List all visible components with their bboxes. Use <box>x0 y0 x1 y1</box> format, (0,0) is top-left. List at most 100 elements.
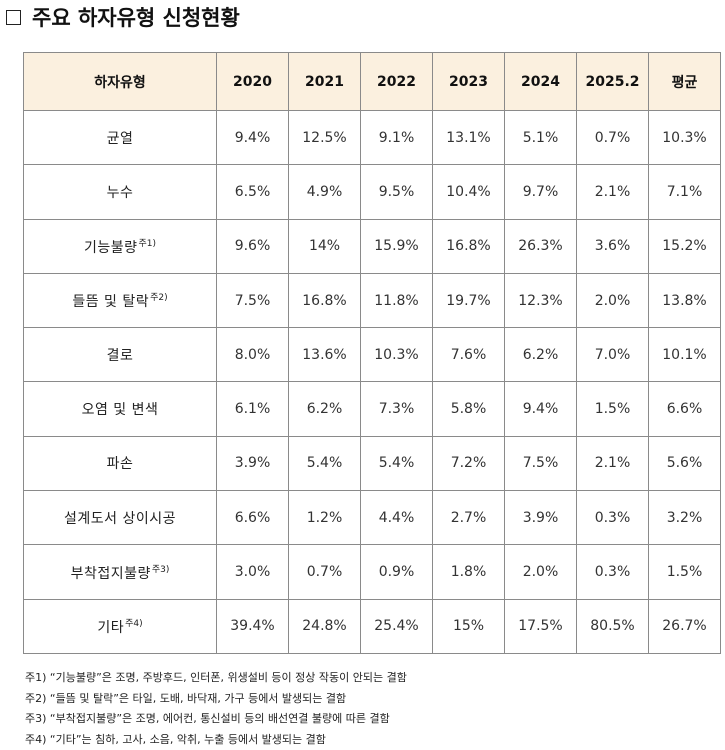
value-cell: 0.7% <box>289 545 361 599</box>
value-cell: 4.4% <box>361 491 433 545</box>
value-cell: 9.6% <box>217 219 289 273</box>
defect-type-cell: 균열 <box>24 111 217 165</box>
defect-type-label: 기능불량 <box>84 240 138 256</box>
value-cell: 15.2% <box>649 219 721 273</box>
value-cell: 1.8% <box>433 545 505 599</box>
value-cell: 12.5% <box>289 111 361 165</box>
header-cell: 2025.2 <box>577 53 649 111</box>
value-cell: 13.1% <box>433 111 505 165</box>
value-cell: 3.9% <box>217 436 289 490</box>
value-cell: 8.0% <box>217 328 289 382</box>
footnote-ref: 주3) <box>152 565 170 575</box>
value-cell: 5.4% <box>289 436 361 490</box>
value-cell: 9.1% <box>361 111 433 165</box>
header-cell: 2024 <box>505 53 577 111</box>
value-cell: 10.3% <box>361 328 433 382</box>
defect-type-cell: 오염 및 변색 <box>24 382 217 436</box>
defect-type-label: 기타 <box>97 620 124 636</box>
value-cell: 25.4% <box>361 599 433 653</box>
value-cell: 7.6% <box>433 328 505 382</box>
value-cell: 19.7% <box>433 273 505 327</box>
table-row: 부착접지불량주3)3.0%0.7%0.9%1.8%2.0%0.3%1.5% <box>24 545 721 599</box>
defect-type-cell: 결로 <box>24 328 217 382</box>
value-cell: 6.2% <box>289 382 361 436</box>
value-cell: 10.3% <box>649 111 721 165</box>
value-cell: 15% <box>433 599 505 653</box>
value-cell: 1.2% <box>289 491 361 545</box>
defect-type-cell: 기능불량주1) <box>24 219 217 273</box>
table-row: 기타주4) 39.4%24.8%25.4%15%17.5%80.5%26.7% <box>24 599 721 653</box>
footnote-ref: 주4) <box>125 619 143 629</box>
value-cell: 10.1% <box>649 328 721 382</box>
defect-type-cell: 부착접지불량주3) <box>24 545 217 599</box>
table-row: 들뜸 및 탈락주2)7.5%16.8%11.8%19.7%12.3%2.0%13… <box>24 273 721 327</box>
header-cell: 2021 <box>289 53 361 111</box>
table-row: 설계도서 상이시공 6.6%1.2%4.4%2.7%3.9%0.3%3.2% <box>24 491 721 545</box>
footnote-ref: 주2) <box>150 293 168 303</box>
checkbox-square-icon <box>6 10 21 25</box>
value-cell: 26.7% <box>649 599 721 653</box>
footnote: 주1) “기능불량”은 조명, 주방후드, 인터폰, 위생설비 등이 정상 작동… <box>25 668 407 689</box>
header-cell: 2023 <box>433 53 505 111</box>
defect-type-label: 결로 <box>107 348 134 364</box>
value-cell: 6.6% <box>649 382 721 436</box>
defect-type-cell: 설계도서 상이시공 <box>24 491 217 545</box>
value-cell: 0.9% <box>361 545 433 599</box>
title-text: 주요 하자유형 신청현황 <box>32 2 240 32</box>
value-cell: 3.9% <box>505 491 577 545</box>
defect-type-label: 오염 및 변색 <box>82 402 159 418</box>
page-title: 주요 하자유형 신청현황 <box>6 2 240 32</box>
header-cell: 2022 <box>361 53 433 111</box>
value-cell: 1.5% <box>577 382 649 436</box>
value-cell: 1.5% <box>649 545 721 599</box>
value-cell: 3.6% <box>577 219 649 273</box>
value-cell: 6.6% <box>217 491 289 545</box>
value-cell: 0.3% <box>577 545 649 599</box>
table-header-row: 하자유형 2020 2021 2022 2023 2024 2025.2 평균 <box>24 53 721 111</box>
defect-type-label: 균열 <box>107 131 134 147</box>
defect-type-label: 들뜸 및 탈락 <box>72 294 149 310</box>
defect-type-cell: 누수 <box>24 165 217 219</box>
value-cell: 80.5% <box>577 599 649 653</box>
header-cell: 2020 <box>217 53 289 111</box>
value-cell: 2.7% <box>433 491 505 545</box>
header-cell: 하자유형 <box>24 53 217 111</box>
defect-type-label: 파손 <box>107 456 134 472</box>
value-cell: 2.1% <box>577 436 649 490</box>
table-row: 기능불량주1)9.6%14%15.9%16.8%26.3%3.6%15.2% <box>24 219 721 273</box>
value-cell: 24.8% <box>289 599 361 653</box>
defect-type-label: 누수 <box>107 185 134 201</box>
value-cell: 3.0% <box>217 545 289 599</box>
value-cell: 26.3% <box>505 219 577 273</box>
value-cell: 5.4% <box>361 436 433 490</box>
value-cell: 16.8% <box>289 273 361 327</box>
footnote: 주2) “들뜸 및 탈락”은 타일, 도배, 바닥재, 가구 등에서 발생되는 … <box>25 689 407 710</box>
footnote-ref: 주1) <box>139 239 157 249</box>
defect-type-cell: 파손 <box>24 436 217 490</box>
header-cell: 평균 <box>649 53 721 111</box>
value-cell: 6.1% <box>217 382 289 436</box>
value-cell: 13.8% <box>649 273 721 327</box>
footnote: 주3) “부착접지불량”은 조명, 에어컨, 통신설비 등의 배선연결 불량에 … <box>25 709 407 730</box>
defect-type-label: 부착접지불량 <box>71 566 151 582</box>
value-cell: 2.0% <box>505 545 577 599</box>
value-cell: 9.4% <box>217 111 289 165</box>
value-cell: 39.4% <box>217 599 289 653</box>
value-cell: 6.5% <box>217 165 289 219</box>
value-cell: 6.2% <box>505 328 577 382</box>
value-cell: 5.8% <box>433 382 505 436</box>
value-cell: 2.0% <box>577 273 649 327</box>
footnote: 주4) “기타”는 침하, 고사, 소음, 악취, 누출 등에서 발생되는 결함 <box>25 730 407 750</box>
value-cell: 9.7% <box>505 165 577 219</box>
value-cell: 3.2% <box>649 491 721 545</box>
value-cell: 7.0% <box>577 328 649 382</box>
value-cell: 17.5% <box>505 599 577 653</box>
value-cell: 12.3% <box>505 273 577 327</box>
defect-type-label: 설계도서 상이시공 <box>64 511 176 527</box>
value-cell: 11.8% <box>361 273 433 327</box>
value-cell: 7.3% <box>361 382 433 436</box>
value-cell: 0.3% <box>577 491 649 545</box>
value-cell: 4.9% <box>289 165 361 219</box>
